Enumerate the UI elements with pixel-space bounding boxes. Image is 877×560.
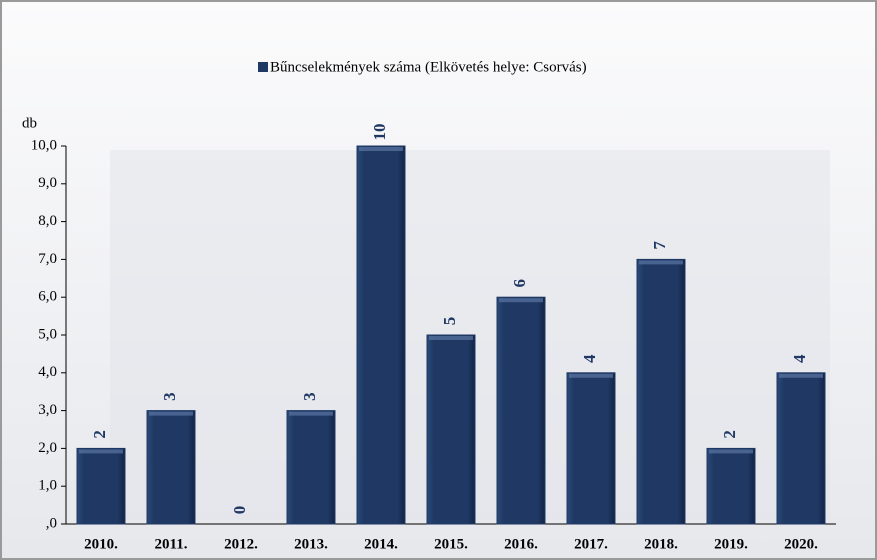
value-label: 3 <box>160 392 179 401</box>
y-tick-label: 2,0 <box>38 440 57 456</box>
x-tick-label: 2016. <box>504 536 538 552</box>
y-tick-label: 3,0 <box>38 402 57 418</box>
bar-bevel <box>359 147 403 151</box>
bar <box>356 145 406 525</box>
x-tick-label: 2010. <box>84 536 118 552</box>
value-label: 3 <box>300 392 319 401</box>
bar-bevel <box>149 411 193 416</box>
x-tick-label: 2011. <box>155 536 188 552</box>
bar-bevel <box>569 373 613 378</box>
x-tick-label: 2015. <box>434 536 468 552</box>
y-tick-label: 1,0 <box>38 478 57 494</box>
value-label: 4 <box>580 354 599 363</box>
bar <box>286 410 336 525</box>
y-tick-label: 7,0 <box>38 251 57 267</box>
bar-bevel <box>639 260 683 265</box>
bar <box>426 334 476 525</box>
x-tick-label: 2020. <box>784 536 818 552</box>
bar-bevel <box>289 411 333 416</box>
value-label: 5 <box>440 317 459 326</box>
x-tick-label: 2019. <box>714 536 748 552</box>
bar-bevel <box>429 336 473 340</box>
x-tick-label: 2013. <box>294 536 328 552</box>
bar <box>636 258 686 525</box>
x-tick-label: 2017. <box>574 536 608 552</box>
bar <box>146 410 196 525</box>
y-tick-label: ,0 <box>46 515 57 531</box>
value-label: 0 <box>230 506 249 515</box>
y-tick-label: 5,0 <box>38 326 57 342</box>
bar-bevel <box>79 449 123 454</box>
bar <box>706 447 756 525</box>
legend-swatch <box>258 62 268 72</box>
x-tick-label: 2012. <box>224 536 258 552</box>
bar-bevel <box>499 298 543 303</box>
y-tick-label: 4,0 <box>38 364 57 380</box>
bar <box>566 372 616 525</box>
y-tick-label: 6,0 <box>38 289 57 305</box>
y-tick-label: 8,0 <box>38 213 57 229</box>
bar <box>76 447 126 525</box>
y-tick-label: 10,0 <box>31 137 57 153</box>
legend-label: Bűncselekmények száma (Elkövetés helye: … <box>270 59 587 75</box>
bar <box>776 372 826 525</box>
value-label: 2 <box>720 430 739 439</box>
bar-bevel <box>779 373 823 378</box>
y-tick-label: 9,0 <box>38 175 57 191</box>
value-label: 4 <box>790 354 809 363</box>
value-label: 6 <box>510 279 529 288</box>
bar-bevel <box>709 449 753 454</box>
value-label: 2 <box>90 430 109 439</box>
x-tick-label: 2018. <box>644 536 678 552</box>
x-tick-label: 2014. <box>364 536 398 552</box>
value-label: 10 <box>370 124 389 141</box>
bar <box>496 296 546 525</box>
y-axis-label: db <box>22 115 37 131</box>
value-label: 7 <box>650 241 669 250</box>
